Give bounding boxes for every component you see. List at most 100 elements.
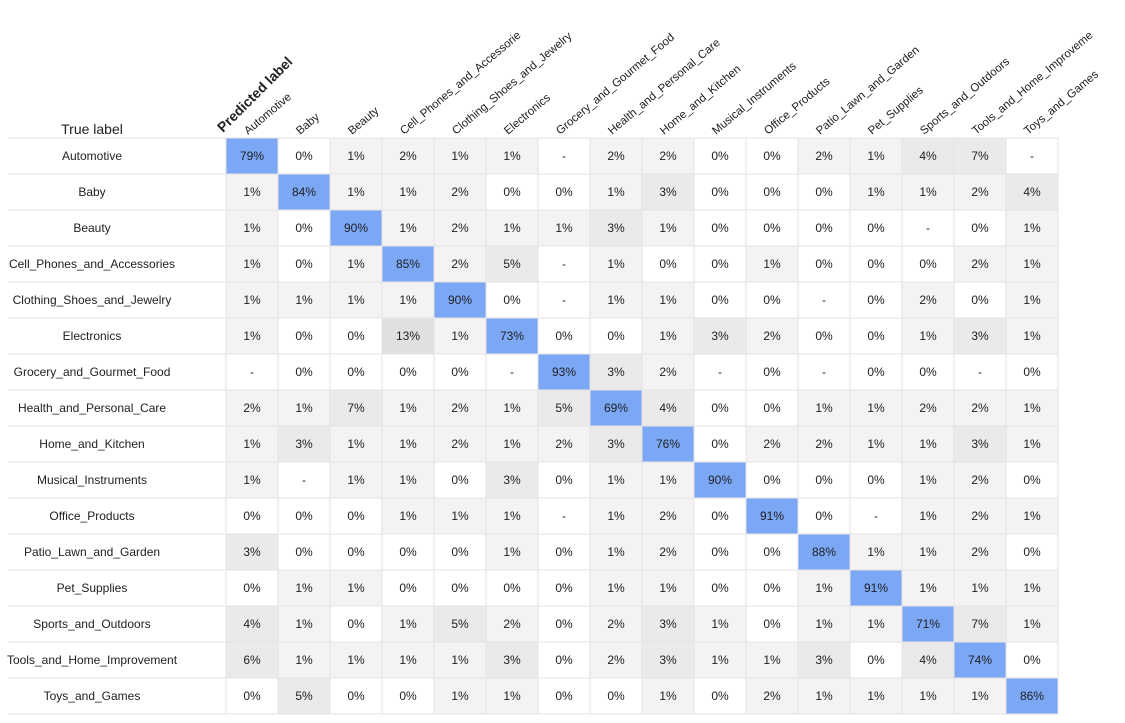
- cell-value-label: 1%: [659, 221, 677, 235]
- matrix-cell: [745, 281, 799, 319]
- matrix-cell: [953, 605, 1007, 643]
- cell-value-label: 1%: [867, 149, 885, 163]
- matrix-cell: [225, 173, 279, 211]
- matrix-cell: [745, 461, 799, 499]
- matrix-cell: [589, 677, 643, 715]
- cell-value-label: 1%: [867, 545, 885, 559]
- matrix-cell: [953, 461, 1007, 499]
- matrix-cell: [1005, 569, 1059, 607]
- matrix-cell: [485, 209, 539, 247]
- matrix-cell: [225, 245, 279, 283]
- cell-value-label: 1%: [1023, 509, 1041, 523]
- cell-value-label: 1%: [295, 401, 313, 415]
- cell-value-label: -: [302, 473, 306, 487]
- cell-value-label: 2%: [971, 473, 989, 487]
- cell-value-label: 0%: [867, 293, 885, 307]
- cell-value-label: -: [718, 365, 722, 379]
- cell-value-label: 3%: [659, 617, 677, 631]
- cell-value-label: 0%: [711, 257, 729, 271]
- cell-value-label: 0%: [555, 185, 573, 199]
- matrix-cell: [953, 245, 1007, 283]
- cell-value-label: 1%: [555, 221, 573, 235]
- cell-value-label: 0%: [555, 473, 573, 487]
- matrix-cell: [693, 137, 747, 175]
- matrix-cell: [1005, 677, 1059, 715]
- cell-value-label: 1%: [919, 509, 937, 523]
- matrix-cell: [381, 605, 435, 643]
- matrix-cell: [589, 497, 643, 535]
- cell-value-label: 1%: [607, 293, 625, 307]
- cell-value-label: 2%: [763, 329, 781, 343]
- matrix-cell: [1005, 209, 1059, 247]
- row-label: Toys_and_Games: [44, 689, 141, 703]
- matrix-cell: [1005, 281, 1059, 319]
- cell-value-label: 1%: [607, 257, 625, 271]
- row-label: Patio_Lawn_and_Garden: [24, 545, 160, 559]
- column-label: Musical_Instruments: [710, 60, 799, 137]
- cell-value-label: 0%: [347, 329, 365, 343]
- matrix-cell: [277, 137, 331, 175]
- matrix-cell: [797, 353, 851, 391]
- matrix-cell: [589, 641, 643, 679]
- cell-value-label: 0%: [451, 473, 469, 487]
- cell-value-label: 1%: [763, 653, 781, 667]
- cell-value-label: 1%: [659, 473, 677, 487]
- matrix-cell: [849, 677, 903, 715]
- cell-value-label: 2%: [971, 545, 989, 559]
- cell-value-label: 1%: [399, 653, 417, 667]
- cell-value-label: 0%: [815, 509, 833, 523]
- matrix-cell: [797, 641, 851, 679]
- cell-value-label: 1%: [815, 401, 833, 415]
- cell-value-label: 0%: [607, 689, 625, 703]
- matrix-cell: [277, 281, 331, 319]
- cell-value-label: 1%: [243, 257, 261, 271]
- cell-value-label: 1%: [451, 689, 469, 703]
- matrix-cell: [589, 605, 643, 643]
- cell-value-label: 1%: [867, 401, 885, 415]
- cell-value-label: 0%: [815, 185, 833, 199]
- matrix-cell: [277, 605, 331, 643]
- cell-value-label: 0%: [971, 221, 989, 235]
- cell-value-label: 0%: [711, 221, 729, 235]
- cell-value-label: 0%: [1023, 653, 1041, 667]
- row-label: Electronics: [63, 329, 122, 343]
- cell-value-label: 2%: [399, 149, 417, 163]
- cell-value-label: 1%: [919, 545, 937, 559]
- cell-value-label: 1%: [815, 689, 833, 703]
- cell-value-label: 1%: [451, 653, 469, 667]
- cell-value-label: -: [250, 365, 254, 379]
- cell-value-label: 0%: [555, 617, 573, 631]
- cell-value-label: 1%: [919, 185, 937, 199]
- cell-value-label: 0%: [295, 257, 313, 271]
- matrix-cell: [693, 209, 747, 247]
- cell-value-label: 1%: [243, 221, 261, 235]
- cell-value-label: -: [874, 509, 878, 523]
- cell-value-label: 2%: [919, 401, 937, 415]
- cell-value-label: 1%: [347, 437, 365, 451]
- cell-value-label: 0%: [347, 509, 365, 523]
- cell-value-label: 91%: [864, 581, 888, 595]
- matrix-cell: [953, 173, 1007, 211]
- cell-value-label: 1%: [971, 689, 989, 703]
- cell-value-label: 1%: [399, 509, 417, 523]
- row-label: Automotive: [62, 149, 122, 163]
- cell-value-label: 1%: [659, 689, 677, 703]
- matrix-cell: [537, 389, 591, 427]
- cell-value-label: 1%: [867, 617, 885, 631]
- matrix-cell: [225, 569, 279, 607]
- matrix-cell: [797, 209, 851, 247]
- matrix-cell: [485, 605, 539, 643]
- cell-value-label: 1%: [399, 617, 417, 631]
- matrix-cell: [329, 677, 383, 715]
- matrix-cell: [1005, 497, 1059, 535]
- matrix-cell: [485, 317, 539, 355]
- matrix-cell: [485, 137, 539, 175]
- matrix-cell: [329, 317, 383, 355]
- matrix-cell: [485, 281, 539, 319]
- cell-value-label: 1%: [451, 509, 469, 523]
- cell-value-label: 2%: [451, 401, 469, 415]
- cell-value-label: 2%: [815, 437, 833, 451]
- cell-value-label: 91%: [760, 509, 784, 523]
- cell-value-label: 2%: [243, 401, 261, 415]
- cell-value-label: 0%: [503, 293, 521, 307]
